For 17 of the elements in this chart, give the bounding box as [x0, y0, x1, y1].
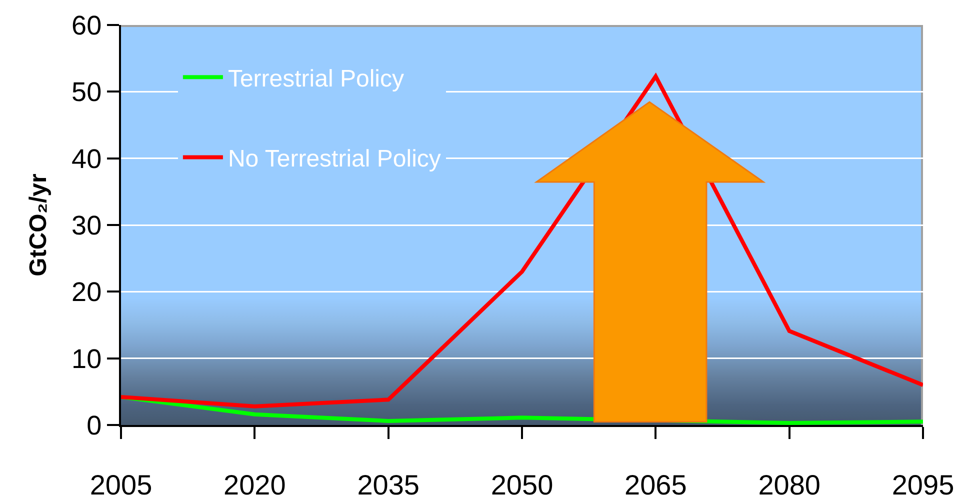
x-tick-label: 2050 — [490, 470, 554, 501]
y-tick-label: 30 — [72, 210, 102, 240]
x-tick-label: 2005 — [90, 470, 152, 501]
y-tick-label: 10 — [72, 344, 102, 374]
legend-label: Terrestrial Policy — [228, 65, 404, 92]
legend-label: No Terrestrial Policy — [228, 146, 441, 173]
x-tick-label: 2065 — [624, 470, 687, 501]
y-axis-title: GtCO₂/yr — [25, 174, 52, 276]
y-tick-label: 0 — [86, 410, 102, 440]
y-tick-label: 20 — [72, 277, 102, 308]
y-tick-label: 40 — [72, 144, 102, 174]
x-tick-label: 2035 — [357, 470, 420, 501]
y-tick-label: 60 — [72, 10, 102, 40]
x-tick-label: 2020 — [224, 470, 286, 501]
x-tick-label: 2095 — [892, 470, 954, 501]
x-tick-label: 2080 — [758, 470, 820, 501]
y-tick-label: 50 — [72, 77, 102, 108]
